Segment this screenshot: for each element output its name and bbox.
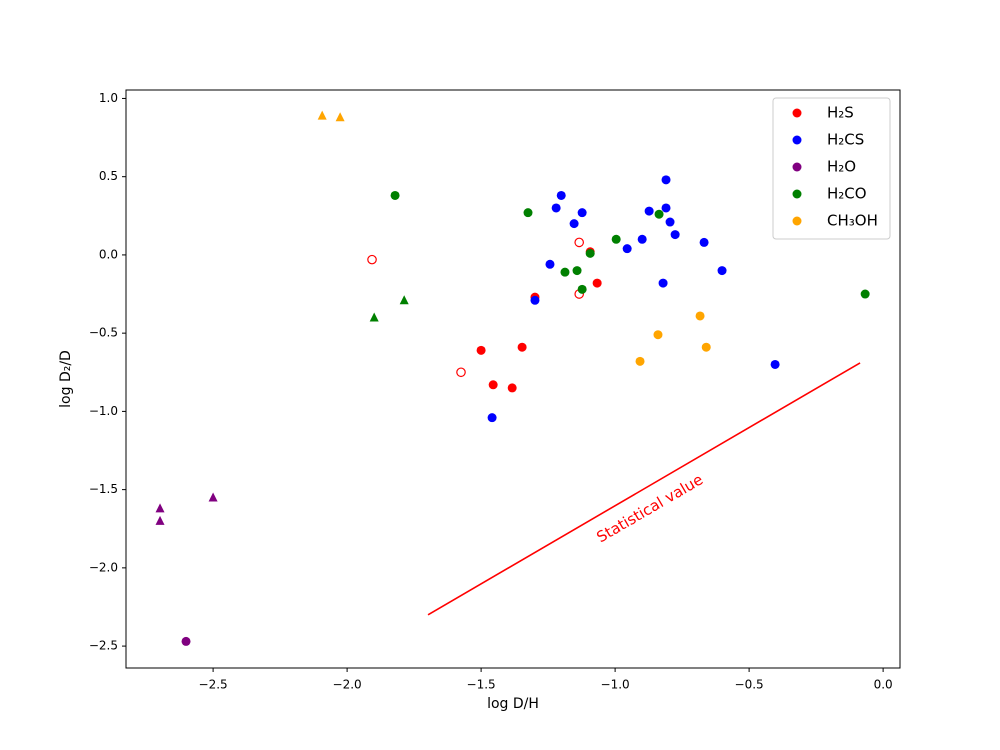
legend-label: CH₃OH xyxy=(827,212,878,230)
point xyxy=(476,345,486,355)
point xyxy=(572,266,582,276)
triangle-marker xyxy=(399,295,409,305)
point xyxy=(860,289,870,299)
point xyxy=(637,234,647,244)
point xyxy=(670,230,680,240)
y-tick-label: 0.0 xyxy=(99,247,118,261)
y-tick-label: −1.0 xyxy=(89,404,118,418)
point xyxy=(592,278,602,288)
triangle-marker xyxy=(208,492,218,502)
point xyxy=(701,342,711,352)
point xyxy=(661,175,671,185)
triangle-marker xyxy=(155,503,165,513)
legend-box xyxy=(772,97,891,240)
point xyxy=(487,413,497,423)
x-tick-label: −1.5 xyxy=(467,678,496,692)
triangle-marker xyxy=(155,515,165,525)
open-marker xyxy=(574,237,584,248)
point xyxy=(577,208,587,218)
point xyxy=(644,206,654,216)
x-tick-label: −1.0 xyxy=(601,678,630,692)
x-tick-label: 0.0 xyxy=(874,678,893,692)
y-tick-label: 0.5 xyxy=(99,169,118,183)
point xyxy=(585,248,595,258)
point xyxy=(699,237,709,247)
y-tick-label: −1.5 xyxy=(89,482,118,496)
point xyxy=(653,330,663,340)
x-tick-label: −0.5 xyxy=(735,678,764,692)
legend-label: H₂CO xyxy=(827,185,867,203)
y-tick-label: −0.5 xyxy=(89,326,118,340)
y-tick-label: −2.5 xyxy=(89,639,118,653)
point xyxy=(523,208,533,218)
open-marker xyxy=(456,367,466,378)
point xyxy=(770,359,780,369)
point xyxy=(569,219,579,229)
point xyxy=(545,259,555,269)
point xyxy=(622,244,632,254)
point xyxy=(695,311,705,321)
legend-marker xyxy=(792,108,802,118)
point xyxy=(390,190,400,200)
point xyxy=(577,284,587,294)
legend-marker xyxy=(792,135,802,145)
point xyxy=(181,636,191,646)
legend-marker xyxy=(792,216,802,226)
point xyxy=(507,383,517,393)
legend: H₂S H₂CS H₂O H₂CO CH₃OH xyxy=(772,97,891,240)
y-tick-label: 1.0 xyxy=(99,91,118,105)
point xyxy=(611,234,621,244)
triangle-marker xyxy=(335,112,345,122)
point xyxy=(488,380,498,390)
triangle-marker xyxy=(317,110,327,120)
point xyxy=(517,342,527,352)
legend-marker xyxy=(792,189,802,199)
point xyxy=(665,217,675,227)
point xyxy=(635,356,645,366)
point xyxy=(654,209,664,219)
y-axis-label: log D₂/D xyxy=(58,350,74,408)
point xyxy=(658,278,668,288)
legend-label: H₂S xyxy=(827,104,854,122)
x-tick-label: −2.0 xyxy=(333,678,362,692)
x-axis-label: log D/H xyxy=(487,696,539,712)
x-tick-label: −2.5 xyxy=(199,678,228,692)
y-tick-label: −2.0 xyxy=(89,560,118,574)
point xyxy=(551,203,561,213)
point xyxy=(717,266,727,276)
plot-frame xyxy=(125,89,901,669)
point xyxy=(661,203,671,213)
point xyxy=(556,190,566,200)
legend-label: H₂CS xyxy=(827,131,864,149)
statistical-line xyxy=(427,362,861,616)
point xyxy=(560,267,570,277)
triangle-marker xyxy=(369,312,379,322)
open-marker xyxy=(367,254,377,265)
legend-label: H₂O xyxy=(827,158,856,176)
legend-marker xyxy=(792,162,802,172)
point xyxy=(530,295,540,305)
